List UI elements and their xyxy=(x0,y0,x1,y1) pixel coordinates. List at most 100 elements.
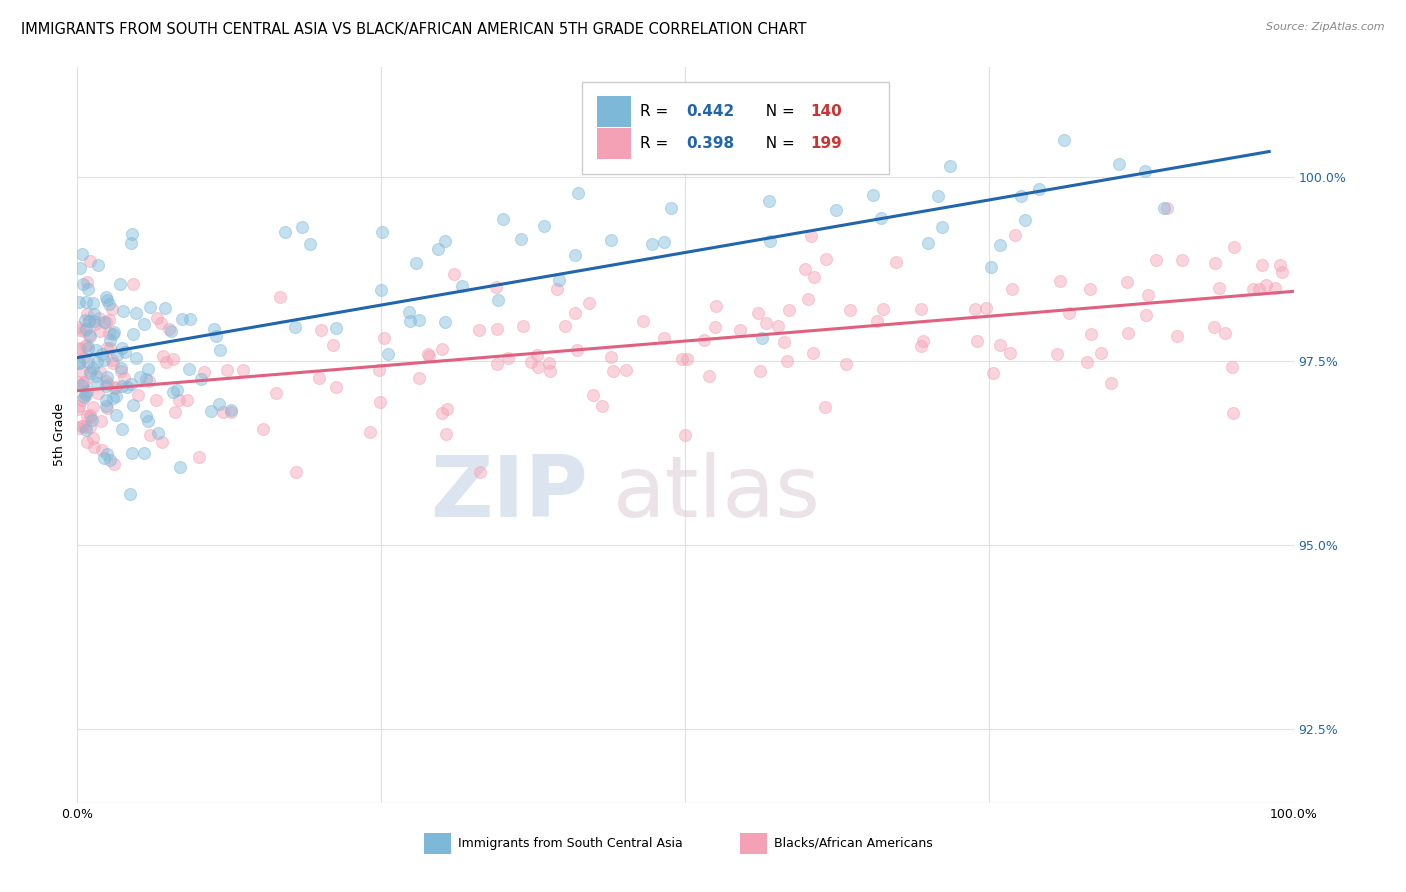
Point xyxy=(927,188,949,202)
Point xyxy=(67,341,90,355)
Point xyxy=(135,409,157,423)
Point xyxy=(1166,329,1188,343)
Point xyxy=(122,277,145,291)
Point xyxy=(377,347,399,361)
Point xyxy=(232,363,254,377)
Point xyxy=(911,334,934,349)
FancyBboxPatch shape xyxy=(425,833,451,854)
Point xyxy=(824,140,846,154)
Point xyxy=(974,301,997,316)
Point xyxy=(408,312,430,326)
Point xyxy=(103,325,125,339)
Point xyxy=(79,314,101,328)
Point xyxy=(252,422,274,436)
Point xyxy=(70,247,93,261)
Point xyxy=(153,301,176,315)
Point xyxy=(94,379,117,393)
Point xyxy=(152,349,174,363)
Point xyxy=(202,322,225,336)
Point xyxy=(1222,406,1244,420)
Point xyxy=(179,362,201,376)
Point xyxy=(839,303,862,318)
Point xyxy=(835,357,858,371)
Point xyxy=(208,397,231,411)
Point xyxy=(75,388,97,402)
Point xyxy=(939,159,962,173)
Point xyxy=(1046,347,1069,361)
Point xyxy=(96,392,118,407)
Point xyxy=(125,306,148,320)
Point xyxy=(94,315,117,329)
Point xyxy=(1250,259,1272,273)
Point xyxy=(75,321,97,335)
Point xyxy=(111,422,134,436)
FancyBboxPatch shape xyxy=(582,81,889,174)
Point xyxy=(264,386,287,401)
Point xyxy=(564,306,586,320)
Point xyxy=(910,339,932,353)
Point xyxy=(114,371,136,385)
Text: Source: ZipAtlas.com: Source: ZipAtlas.com xyxy=(1267,22,1385,32)
Point xyxy=(76,384,98,398)
Point xyxy=(83,308,105,322)
Point xyxy=(79,253,101,268)
Point xyxy=(1204,255,1226,269)
Point xyxy=(98,341,121,355)
Point xyxy=(77,328,100,343)
Point xyxy=(84,368,107,383)
Point xyxy=(103,458,125,472)
Point xyxy=(96,399,118,413)
Point xyxy=(1108,157,1130,171)
Point xyxy=(69,323,91,337)
Point xyxy=(512,319,534,334)
Point xyxy=(122,398,145,412)
Point xyxy=(699,369,721,384)
Point xyxy=(84,343,107,358)
Point xyxy=(96,370,118,384)
Point xyxy=(193,365,215,379)
Point xyxy=(101,327,124,342)
Point xyxy=(67,294,90,309)
Point xyxy=(86,355,108,369)
Point xyxy=(1264,281,1286,295)
Point xyxy=(166,383,188,397)
Point xyxy=(998,346,1021,360)
Point xyxy=(368,363,391,377)
Point xyxy=(1271,265,1294,279)
Point xyxy=(703,320,725,334)
Point xyxy=(434,426,457,441)
Point xyxy=(773,335,796,350)
Point xyxy=(69,261,91,276)
Point xyxy=(77,355,100,369)
Point xyxy=(212,405,235,419)
Point xyxy=(79,410,101,425)
Point xyxy=(1135,164,1157,178)
Point xyxy=(73,339,96,353)
Point xyxy=(527,359,550,374)
Point xyxy=(325,321,347,335)
Point xyxy=(747,306,769,320)
Point xyxy=(169,460,191,475)
Point xyxy=(70,378,93,392)
Point xyxy=(776,353,799,368)
Point xyxy=(82,400,104,414)
Y-axis label: 5th Grade: 5th Grade xyxy=(52,403,66,467)
Point xyxy=(101,353,124,368)
Point xyxy=(91,347,114,361)
Point xyxy=(910,302,932,317)
Point xyxy=(1053,133,1076,147)
Point xyxy=(872,302,894,317)
Point xyxy=(728,323,751,337)
Point xyxy=(66,402,89,417)
Point xyxy=(427,242,450,256)
Point xyxy=(67,356,90,370)
Point xyxy=(359,425,381,440)
Point xyxy=(114,345,136,359)
Point xyxy=(430,342,453,356)
Point xyxy=(1223,239,1246,253)
Text: 140: 140 xyxy=(811,104,842,119)
Point xyxy=(121,446,143,460)
Point xyxy=(98,453,121,467)
Point xyxy=(654,330,676,344)
Point xyxy=(127,388,149,402)
